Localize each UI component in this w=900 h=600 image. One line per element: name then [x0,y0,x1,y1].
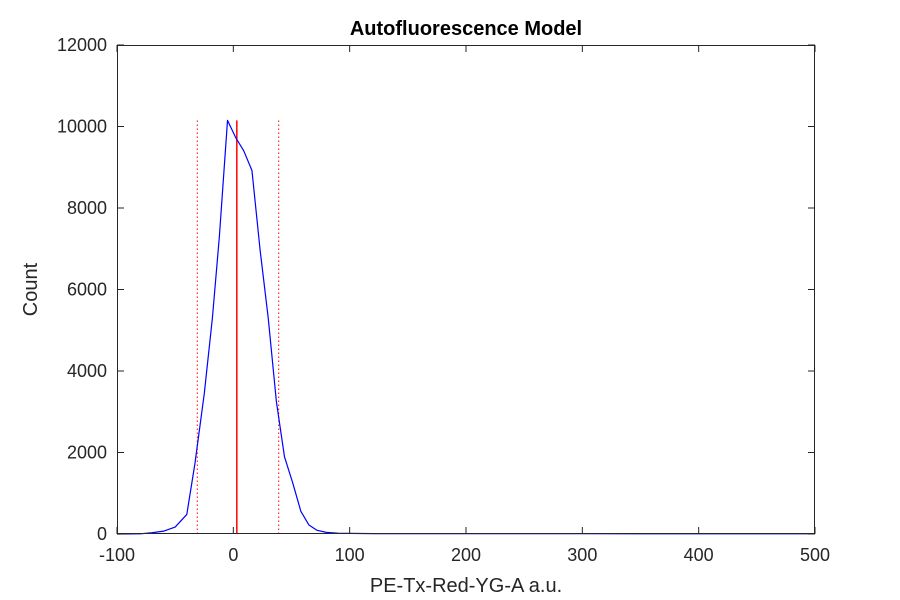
x-tick-label: 400 [684,545,714,565]
y-tick-label: 8000 [67,198,107,218]
y-axis-label: Count [20,262,42,316]
y-tick-label: 2000 [67,443,107,463]
x-tick-label: 100 [335,545,365,565]
chart-title: Autofluorescence Model [350,18,582,40]
x-tick-label: 300 [567,545,597,565]
x-ticks: -100 0 100 200 300 400 500 [99,45,830,565]
y-tick-label: 10000 [57,117,107,137]
marker-lines [196,120,280,534]
y-tick-label: 12000 [57,35,107,55]
y-tick-label: 0 [97,524,107,544]
x-tick-label: 200 [451,545,481,565]
x-tick-label: 0 [228,545,238,565]
y-tick-label: 4000 [67,361,107,381]
y-tick-label: 6000 [67,280,107,300]
x-tick-label: 500 [800,545,830,565]
plot-area [117,45,815,534]
y-ticks: 0 2000 4000 6000 8000 10000 12000 [57,35,815,544]
x-axis-label: PE-Tx-Red-YG-A a.u. [370,575,562,597]
x-tick-label: -100 [99,545,135,565]
